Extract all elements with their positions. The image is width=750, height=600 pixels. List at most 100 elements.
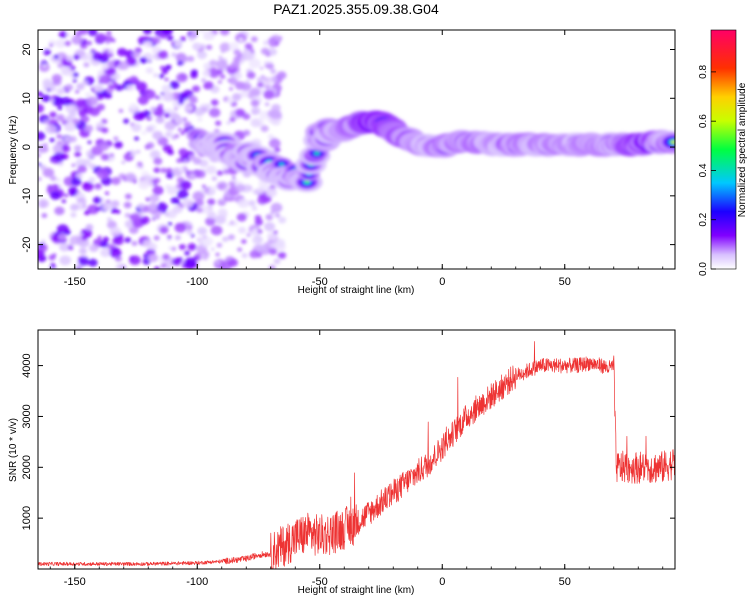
noise-blob <box>181 264 187 268</box>
noise-blob <box>65 115 74 123</box>
noise-blob <box>49 43 53 47</box>
noise-blob <box>93 83 105 93</box>
noise-blob <box>86 40 92 46</box>
noise-blob <box>129 103 138 110</box>
noise-blob <box>78 256 90 266</box>
noise-blob <box>210 247 215 251</box>
noise-blob <box>71 118 80 125</box>
noise-blob <box>271 103 281 112</box>
noise-blob <box>265 187 278 198</box>
noise-blob <box>232 176 236 180</box>
noise-blob <box>269 109 282 120</box>
noise-blob <box>216 242 223 248</box>
noise-blob <box>38 162 42 167</box>
y-tick-label: 1000 <box>21 506 33 530</box>
noise-blob <box>40 239 46 244</box>
noise-blob <box>169 80 180 90</box>
noise-blob <box>174 234 182 241</box>
noise-blob <box>251 190 256 194</box>
noise-blob <box>146 142 155 149</box>
noise-blob <box>268 264 276 269</box>
noise-blob <box>260 125 269 133</box>
noise-blob <box>88 230 93 234</box>
noise-blob <box>129 255 141 266</box>
noise-blob <box>167 235 172 240</box>
noise-blob <box>160 65 165 70</box>
noise-blob <box>223 169 230 175</box>
noise-blob <box>178 148 188 157</box>
noise-blob <box>60 66 72 76</box>
noise-blob <box>205 165 217 175</box>
noise-blob <box>92 52 103 61</box>
noise-blob <box>141 130 147 135</box>
noise-blob <box>78 247 87 255</box>
noise-blob <box>76 83 85 91</box>
noise-blob <box>130 213 141 223</box>
noise-blob <box>274 238 286 248</box>
noise-blob <box>214 120 222 126</box>
noise-blob <box>183 128 189 133</box>
noise-blob <box>56 224 69 235</box>
noise-blob <box>208 107 221 118</box>
noise-blob <box>124 80 129 84</box>
noise-blob <box>87 140 92 144</box>
spectrogram-y-label: Frequency (Hz) <box>8 116 19 185</box>
noise-blob <box>165 132 171 137</box>
noise-blob <box>136 80 141 85</box>
snr-line-layer <box>38 341 675 569</box>
noise-blob <box>276 71 287 80</box>
noise-blob <box>274 147 281 153</box>
noise-blob <box>273 230 278 235</box>
noise-blob <box>83 210 90 216</box>
noise-blob <box>227 234 235 241</box>
noise-blob <box>184 250 190 256</box>
noise-blob <box>220 198 225 202</box>
noise-blob <box>269 41 276 48</box>
noise-blob <box>194 107 205 117</box>
noise-blob <box>58 31 68 39</box>
noise-blob <box>151 217 156 221</box>
snr-plot: -150 -100 -50 0 50 1000 2000 3000 4000 Height o… <box>8 329 676 596</box>
noise-blob <box>205 217 216 226</box>
noise-blob <box>164 212 169 217</box>
noise-blob <box>161 68 169 75</box>
noise-blob <box>41 94 51 103</box>
colorbar-tick-label: 0.0 <box>698 262 709 276</box>
y-tick-label: 2000 <box>21 455 33 479</box>
noise-blob <box>173 107 178 111</box>
noise-blob <box>77 165 87 174</box>
noise-blob <box>222 236 229 242</box>
noise-blob <box>219 74 226 79</box>
noise-blob <box>185 104 193 112</box>
x-tick-label: -100 <box>186 576 208 588</box>
noise-blob <box>43 143 48 147</box>
chart-title: PAZ1.2025.355.09.38.G04 <box>273 1 439 17</box>
noise-blob <box>56 114 65 122</box>
noise-blob <box>83 62 90 68</box>
noise-blob <box>104 191 109 195</box>
noise-blob <box>202 69 211 77</box>
y-tick-label: 0 <box>21 144 33 150</box>
noise-blob <box>158 73 165 79</box>
noise-blob <box>43 49 52 56</box>
noise-blob <box>55 86 66 95</box>
noise-blob <box>143 40 153 49</box>
noise-blob <box>250 36 258 43</box>
noise-blob <box>236 213 247 222</box>
noise-blob <box>96 183 101 188</box>
noise-blob <box>256 77 262 82</box>
noise-blob <box>65 55 74 62</box>
spectrogram-x-label: Height of straight line (km) <box>298 285 415 296</box>
ridge-blob <box>314 151 320 155</box>
noise-blob <box>64 122 76 132</box>
noise-blob <box>174 134 180 139</box>
noise-blob <box>57 62 64 69</box>
noise-blob <box>178 244 186 250</box>
noise-blob <box>226 222 231 227</box>
noise-blob <box>162 253 170 260</box>
noise-blob <box>197 226 208 236</box>
noise-blob <box>153 235 160 241</box>
noise-blob <box>270 202 283 213</box>
colorbar-ticks: 0.0 0.2 0.4 0.6 0.8 <box>698 64 716 276</box>
noise-blob <box>60 144 71 153</box>
